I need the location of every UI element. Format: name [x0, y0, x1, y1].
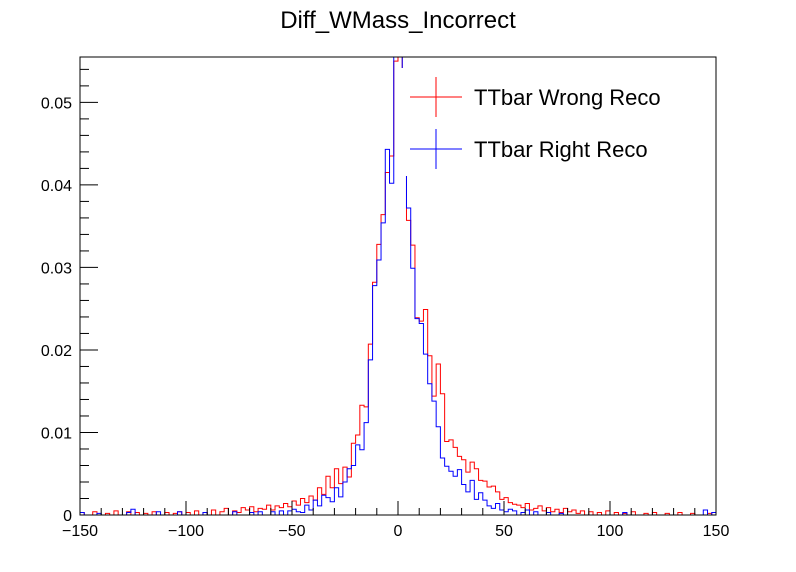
- x-tick-label: −100: [168, 523, 204, 540]
- y-tick-label: 0.03: [41, 260, 72, 277]
- legend-entries: TTbar Wrong Reco TTbar Right Reco: [410, 77, 661, 169]
- x-tick-label: 100: [597, 523, 624, 540]
- chart-title: Diff_WMass_Incorrect: [280, 7, 516, 34]
- x-tick-label: 0: [394, 523, 403, 540]
- legend-label: TTbar Wrong Reco: [474, 85, 661, 110]
- y-tick-label: 0.01: [41, 425, 72, 442]
- series-line-1: [80, 57, 716, 515]
- series-line-0: [80, 57, 716, 515]
- y-tick-label: 0.02: [41, 343, 72, 360]
- plot-area: [80, 57, 716, 515]
- x-tick-label: 150: [703, 523, 730, 540]
- legend: [400, 68, 695, 176]
- y-tick-label: 0: [63, 508, 72, 525]
- x-tick-label: 50: [495, 523, 513, 540]
- legend-label: TTbar Right Reco: [474, 137, 648, 162]
- y-tick-label: 0.05: [41, 95, 72, 112]
- axes: −150 −100 −50 0 50 100 150 0 0.01 0.02 0.03 0.04 0.0…: [41, 56, 730, 540]
- y-tick-label: 0.04: [41, 178, 72, 195]
- x-tick-label: −50: [278, 523, 305, 540]
- x-tick-label: −150: [62, 523, 98, 540]
